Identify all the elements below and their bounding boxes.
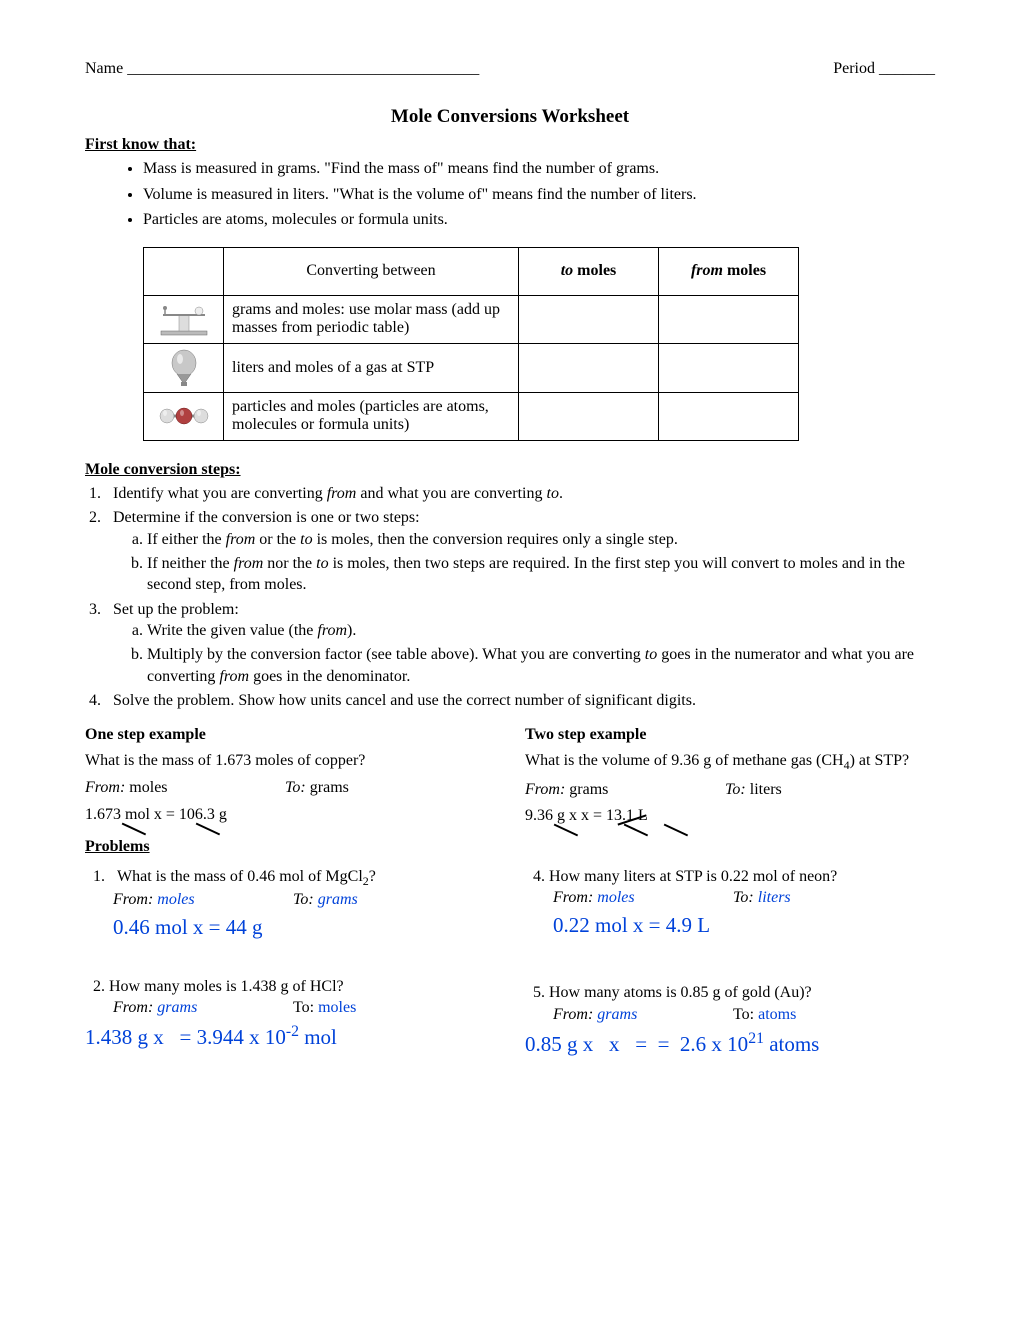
bullet-2: Volume is measured in liters. "What is t… — [143, 184, 935, 206]
problems-heading: Problems — [85, 838, 495, 856]
th-to-moles: to moles — [519, 247, 659, 295]
steps-list: Identify what you are converting from an… — [105, 483, 935, 712]
table-header-row: Converting between to moles from moles — [144, 247, 799, 295]
p1-question: 1. What is the mass of 0.46 mol of MgCl2… — [113, 866, 495, 889]
p2-from-to: From: grams To: moles — [113, 999, 495, 1017]
p2-answer: 1.438 g x = 3.944 x 10-2 mol — [85, 1023, 495, 1050]
problems-wrap: 1. What is the mass of 0.46 mol of MgCl2… — [85, 866, 935, 1093]
row1-from — [659, 295, 799, 343]
name-field: Name ___________________________________… — [85, 60, 479, 78]
balance-icon-cell — [144, 295, 224, 343]
ex1-from-to: From: moles To: grams — [85, 777, 495, 799]
step-4: Solve the problem. Show how units cancel… — [105, 690, 935, 712]
ex2-from-to: From: grams To: liters — [525, 779, 935, 801]
step-3b: Multiply by the conversion factor (see t… — [147, 644, 935, 687]
problem-4: 4. How many liters at STP is 0.22 mol of… — [525, 866, 935, 939]
ex1-title: One step example — [85, 726, 495, 744]
balloon-icon-cell — [144, 343, 224, 392]
step-3: Set up the problem: Write the given valu… — [105, 599, 935, 687]
ex1-calc: 1.673 mol x = 106.3 g — [85, 806, 495, 824]
step-2b: If neither the from nor the to is moles,… — [147, 553, 935, 596]
balloon-icon — [152, 348, 215, 388]
row3-to — [519, 392, 659, 440]
p4-answer: 0.22 mol x = 4.9 L — [553, 913, 935, 938]
ex2-calc-text: 9.36 g x x = 13.1 L — [525, 807, 648, 824]
p4-question: 4. How many liters at STP is 0.22 mol of… — [553, 866, 935, 888]
p4-from-to: From: moles To: liters — [553, 889, 935, 907]
table-row: particles and moles (particles are atoms… — [144, 392, 799, 440]
step-2a: If either the from or the to is moles, t… — [147, 529, 935, 551]
problems-right-col: 4. How many liters at STP is 0.22 mol of… — [525, 866, 935, 1093]
molecule-icon — [152, 401, 215, 431]
row2-from — [659, 343, 799, 392]
row1-to — [519, 295, 659, 343]
page-title: Mole Conversions Worksheet — [85, 106, 935, 128]
conversion-table: Converting between to moles from moles g… — [143, 247, 799, 441]
p5-answer: 0.85 g x x = = 2.6 x 1021 atoms — [525, 1030, 935, 1057]
th-from-moles: from moles — [659, 247, 799, 295]
row2-to — [519, 343, 659, 392]
p1-from-to: From: moles To: grams — [113, 891, 495, 909]
molecule-icon-cell — [144, 392, 224, 440]
examples-row: One step example What is the mass of 1.6… — [85, 726, 935, 866]
table-row: liters and moles of a gas at STP — [144, 343, 799, 392]
p2-question: 2. How many moles is 1.438 g of HCl? — [113, 976, 495, 998]
step-1: Identify what you are converting from an… — [105, 483, 935, 505]
p1-answer: 0.46 mol x = 44 g — [113, 915, 495, 940]
ex1-question: What is the mass of 1.673 moles of coppe… — [85, 750, 495, 772]
balance-scale-icon — [152, 301, 215, 337]
ex2-calc: 9.36 g x x = 13.1 L — [525, 807, 935, 825]
problem-1: 1. What is the mass of 0.46 mol of MgCl2… — [85, 866, 495, 940]
period-field: Period _______ — [833, 60, 935, 78]
step-2: Determine if the conversion is one or tw… — [105, 507, 935, 595]
first-know-heading: First know that: — [85, 136, 935, 154]
row2-desc: liters and moles of a gas at STP — [224, 343, 519, 392]
p5-from-to: From: grams To: atoms — [553, 1006, 935, 1024]
header-row: Name ___________________________________… — [85, 60, 935, 78]
bullet-3: Particles are atoms, molecules or formul… — [143, 209, 935, 231]
step-3a: Write the given value (the from). — [147, 620, 935, 642]
th-blank — [144, 247, 224, 295]
problems-left-col: 1. What is the mass of 0.46 mol of MgCl2… — [85, 866, 495, 1093]
ex2-question: What is the volume of 9.36 g of methane … — [525, 750, 935, 774]
steps-heading: Mole conversion steps: — [85, 461, 935, 479]
th-converting: Converting between — [224, 247, 519, 295]
p5-question: 5. How many atoms is 0.85 g of gold (Au)… — [553, 982, 935, 1004]
bullet-1: Mass is measured in grams. "Find the mas… — [143, 158, 935, 180]
row1-desc: grams and moles: use molar mass (add up … — [224, 295, 519, 343]
ex2-title: Two step example — [525, 726, 935, 744]
row3-from — [659, 392, 799, 440]
ex1-calc-text: 1.673 mol x = 106.3 g — [85, 806, 227, 823]
two-step-example: Two step example What is the volume of 9… — [525, 726, 935, 866]
row3-desc: particles and moles (particles are atoms… — [224, 392, 519, 440]
one-step-example: One step example What is the mass of 1.6… — [85, 726, 495, 866]
problem-2: 2. How many moles is 1.438 g of HCl? Fro… — [85, 976, 495, 1051]
first-know-list: Mass is measured in grams. "Find the mas… — [143, 158, 935, 231]
table-row: grams and moles: use molar mass (add up … — [144, 295, 799, 343]
problem-5: 5. How many atoms is 0.85 g of gold (Au)… — [525, 982, 935, 1057]
